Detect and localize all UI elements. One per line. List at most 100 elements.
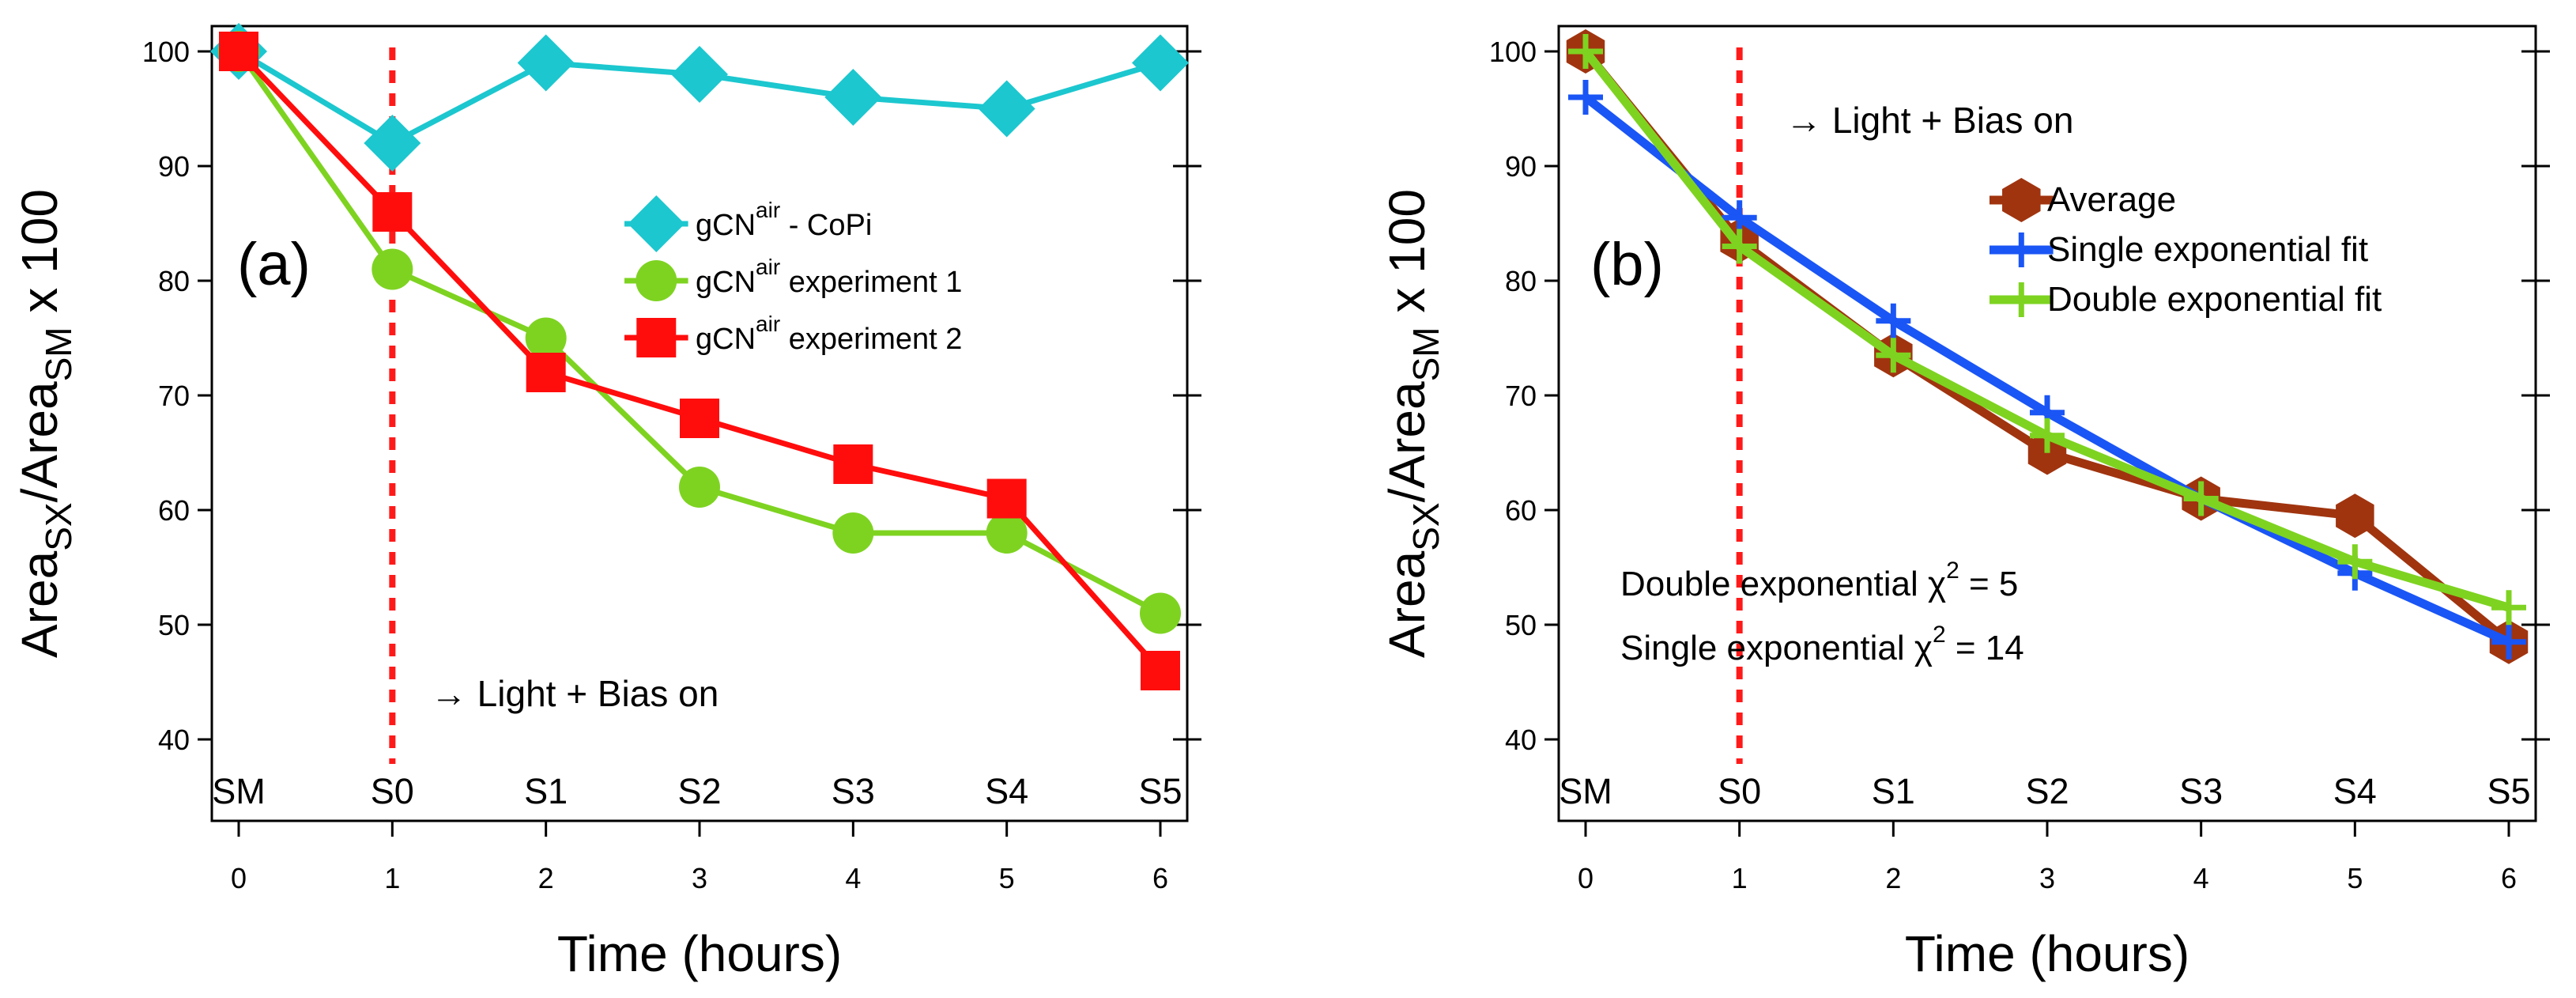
y-tick-label: 60	[1505, 494, 1537, 527]
x-tick-label: 1	[384, 862, 400, 894]
data-point	[986, 478, 1027, 519]
data-point	[978, 80, 1035, 138]
legend-label: Single exponential fit	[2047, 230, 2368, 269]
chi-square-text: = 14	[1946, 629, 2024, 667]
data-point	[2491, 624, 2526, 660]
y-tick-label: 100	[1489, 36, 1537, 68]
sample-label: S2	[2025, 771, 2069, 811]
legend-label-text: gCN	[696, 323, 756, 356]
sample-label: S1	[524, 771, 568, 811]
data-point	[364, 115, 421, 172]
sample-label: S4	[985, 771, 1028, 811]
y-tick-label: 40	[1505, 724, 1537, 756]
panel-a-chart: 40 50 60 70 80 90 100 0 SM 1 S0 2 S1 3 S2 4 S3 5 S4 6 S5 Time…	[11, 23, 1201, 982]
y-axis-title-sub: SX	[1405, 502, 1446, 550]
data-point	[833, 444, 873, 484]
sample-label: S5	[2487, 771, 2530, 811]
x-tick-label: 3	[692, 862, 707, 894]
y-axis-title-part: x 100	[11, 189, 68, 327]
sample-label: S2	[677, 771, 721, 811]
data-point	[1141, 651, 1180, 690]
sample-label: SM	[212, 771, 266, 811]
legend-label: gCNair - CoPi	[696, 198, 872, 242]
y-tick-label: 40	[158, 724, 190, 756]
light-bias-annotation: → Light + Bias on	[431, 673, 718, 714]
y-axis-title-part: /Area	[11, 381, 68, 502]
y-tick-label: 70	[1505, 380, 1537, 412]
data-point	[372, 192, 413, 232]
data-point	[1568, 34, 1603, 69]
legend-label-text: Average	[2047, 180, 2176, 219]
legend-marker	[636, 260, 677, 301]
x-tick-label: 5	[2347, 862, 2363, 894]
y-axis-title-part: Area	[1379, 550, 1435, 658]
legend-label-sup: air	[756, 312, 780, 336]
chi-square-text: Double exponential χ	[1620, 565, 1946, 603]
legend-marker	[636, 318, 677, 357]
x-tick-label: 2	[538, 862, 554, 894]
sample-label: S3	[2179, 771, 2223, 811]
chi-square-text: Single exponential χ	[1620, 629, 1933, 667]
legend-marker	[2004, 282, 2039, 317]
y-tick-label: 80	[158, 265, 190, 297]
y-axis-title: AreaSX/AreaSM x 100	[1379, 189, 1446, 658]
data-point	[2336, 493, 2374, 539]
data-point	[1876, 338, 1911, 373]
legend-label: gCNair experiment 1	[696, 255, 962, 299]
data-point	[824, 69, 882, 126]
y-tick-label: 50	[1505, 609, 1537, 641]
y-tick-label: 90	[1505, 150, 1537, 183]
x-tick-label: 6	[2501, 862, 2517, 894]
y-tick-label: 100	[142, 36, 190, 68]
legend-label: Double exponential fit	[2047, 280, 2382, 319]
chi-square-sup: 2	[1946, 558, 1959, 584]
data-point	[1722, 229, 1757, 264]
data-point	[1876, 303, 1911, 338]
data-point	[1132, 34, 1189, 92]
data-point	[671, 46, 728, 103]
data-point	[832, 512, 874, 554]
data-point	[372, 248, 413, 290]
data-point	[526, 353, 566, 392]
panel-label: (b)	[1590, 231, 1664, 298]
sample-label: SM	[1559, 771, 1612, 811]
data-point	[517, 34, 575, 92]
chi-square-text: = 5	[1959, 565, 2019, 603]
x-tick-label: 4	[845, 862, 861, 894]
data-point	[2491, 590, 2526, 626]
legend-marker	[2004, 232, 2039, 267]
legend-label-text: experiment 2	[780, 323, 962, 356]
y-axis-title-sub: SM	[1405, 327, 1446, 381]
y-axis-title: AreaSX/AreaSM x 100	[11, 189, 79, 658]
y-axis-title-part: /Area	[1379, 381, 1435, 502]
y-axis-title-part: x 100	[1379, 189, 1435, 327]
data-point	[219, 32, 258, 71]
data-point	[1140, 592, 1181, 634]
y-tick-label: 60	[158, 494, 190, 527]
sample-label: S0	[371, 771, 414, 811]
x-tick-label: 0	[1578, 862, 1593, 894]
panel-b-chart: 40 50 60 70 80 90 100 0 SM 1 S0 2 S1 3 S2 4 S3 5 S4 6 S5 Time…	[1379, 25, 2550, 982]
x-tick-label: 6	[1152, 862, 1168, 894]
legend-marker	[2002, 178, 2041, 222]
x-tick-label: 1	[1732, 862, 1748, 894]
y-tick-label: 90	[158, 150, 190, 183]
legend-label: gCNair experiment 2	[696, 312, 962, 356]
y-axis-title-sub: SM	[38, 327, 79, 381]
y-tick-label: 70	[158, 380, 190, 412]
chi-square-sup: 2	[1933, 622, 1946, 648]
legend-label-text: experiment 1	[780, 266, 962, 299]
x-tick-label: 4	[2193, 862, 2209, 894]
y-axis-title-sub: SX	[38, 502, 79, 550]
x-tick-label: 0	[231, 862, 247, 894]
data-point	[525, 317, 567, 359]
data-point	[986, 512, 1028, 554]
legend-label-text: - CoPi	[780, 209, 872, 242]
sample-label: S0	[1718, 771, 1761, 811]
chi-square-annotation: Double exponential χ2 = 5	[1620, 558, 2018, 603]
light-bias-annotation: → Light + Bias on	[1786, 100, 2073, 141]
y-axis-title-part: Area	[11, 550, 68, 658]
legend-label-text: gCN	[696, 266, 756, 299]
sample-label: S3	[832, 771, 875, 811]
